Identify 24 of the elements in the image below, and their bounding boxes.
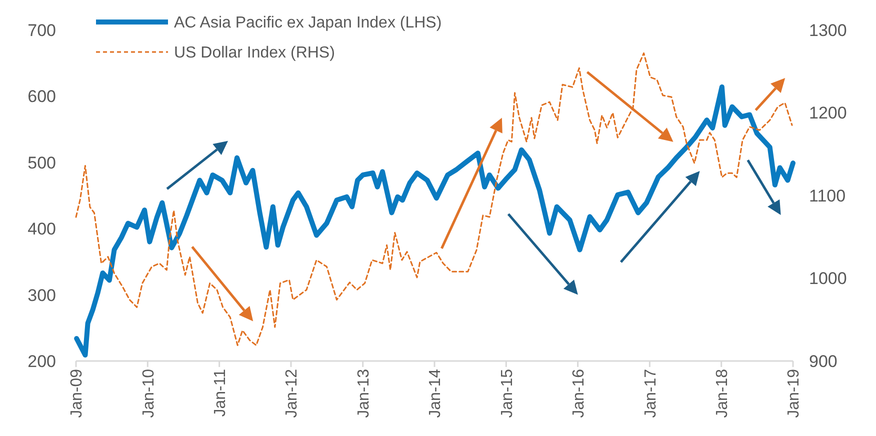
x-tick-label: Jan-10 xyxy=(140,368,158,418)
y-tick-label: 700 xyxy=(28,20,56,40)
y-tick-label: 500 xyxy=(28,153,56,172)
y-tick-label: 300 xyxy=(28,286,56,305)
x-tick-label: Jan-11 xyxy=(212,368,229,417)
y2-tick-label: 1100 xyxy=(809,186,846,206)
x-tick-label: Jan-16 xyxy=(570,368,588,418)
y2-tick-label: 1300 xyxy=(809,20,847,40)
y2-tick-label: 900 xyxy=(809,352,838,371)
x-tick-label: Jan-12 xyxy=(284,368,301,418)
y2-tick-label: 1200 xyxy=(809,104,847,123)
y2-tick-label: 1000 xyxy=(809,269,847,288)
x-tick-label: Jan-15 xyxy=(498,368,516,418)
x-tick-label: Jan-13 xyxy=(355,368,372,418)
x-tick-label: Jan-17 xyxy=(642,368,660,418)
y-tick-label: 600 xyxy=(28,87,56,106)
x-tick-label: Jan-19 xyxy=(786,368,803,418)
x-tick-label: Jan-18 xyxy=(714,368,731,418)
legend-label: US Dollar Index (RHS) xyxy=(174,44,335,62)
y-tick-label: 200 xyxy=(28,352,56,371)
y-tick-label: 400 xyxy=(28,220,56,239)
x-tick-label: Jan-14 xyxy=(427,368,444,418)
x-tick-label: Jan-09 xyxy=(68,368,86,418)
legend-label: AC Asia Pacific ex Japan Index (LHS) xyxy=(174,14,442,32)
